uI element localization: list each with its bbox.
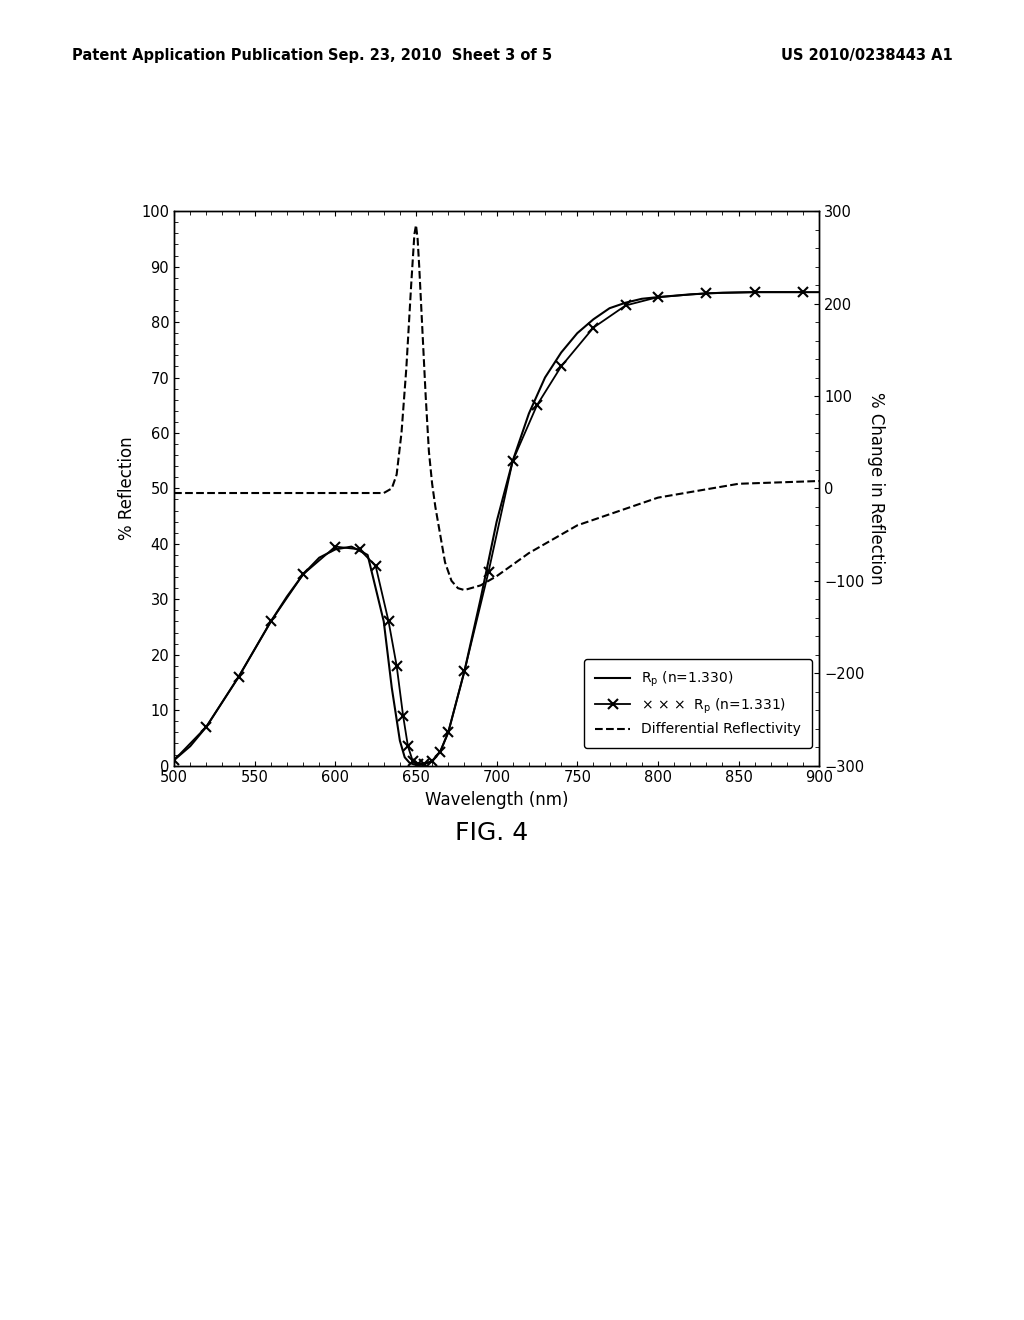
Text: Sep. 23, 2010  Sheet 3 of 5: Sep. 23, 2010 Sheet 3 of 5: [329, 48, 552, 62]
Legend: $\mathrm{R_p}$ (n=1.330), $\times$ $\times$ $\times$  $\mathrm{R_p}$ (n=1.331), : $\mathrm{R_p}$ (n=1.330), $\times$ $\tim…: [585, 659, 812, 747]
Y-axis label: % Reflection: % Reflection: [118, 437, 135, 540]
Text: Patent Application Publication: Patent Application Publication: [72, 48, 324, 62]
X-axis label: Wavelength (nm): Wavelength (nm): [425, 791, 568, 809]
Y-axis label: % Change in Reflection: % Change in Reflection: [867, 392, 886, 585]
Text: US 2010/0238443 A1: US 2010/0238443 A1: [780, 48, 952, 62]
Text: FIG. 4: FIG. 4: [455, 821, 528, 845]
